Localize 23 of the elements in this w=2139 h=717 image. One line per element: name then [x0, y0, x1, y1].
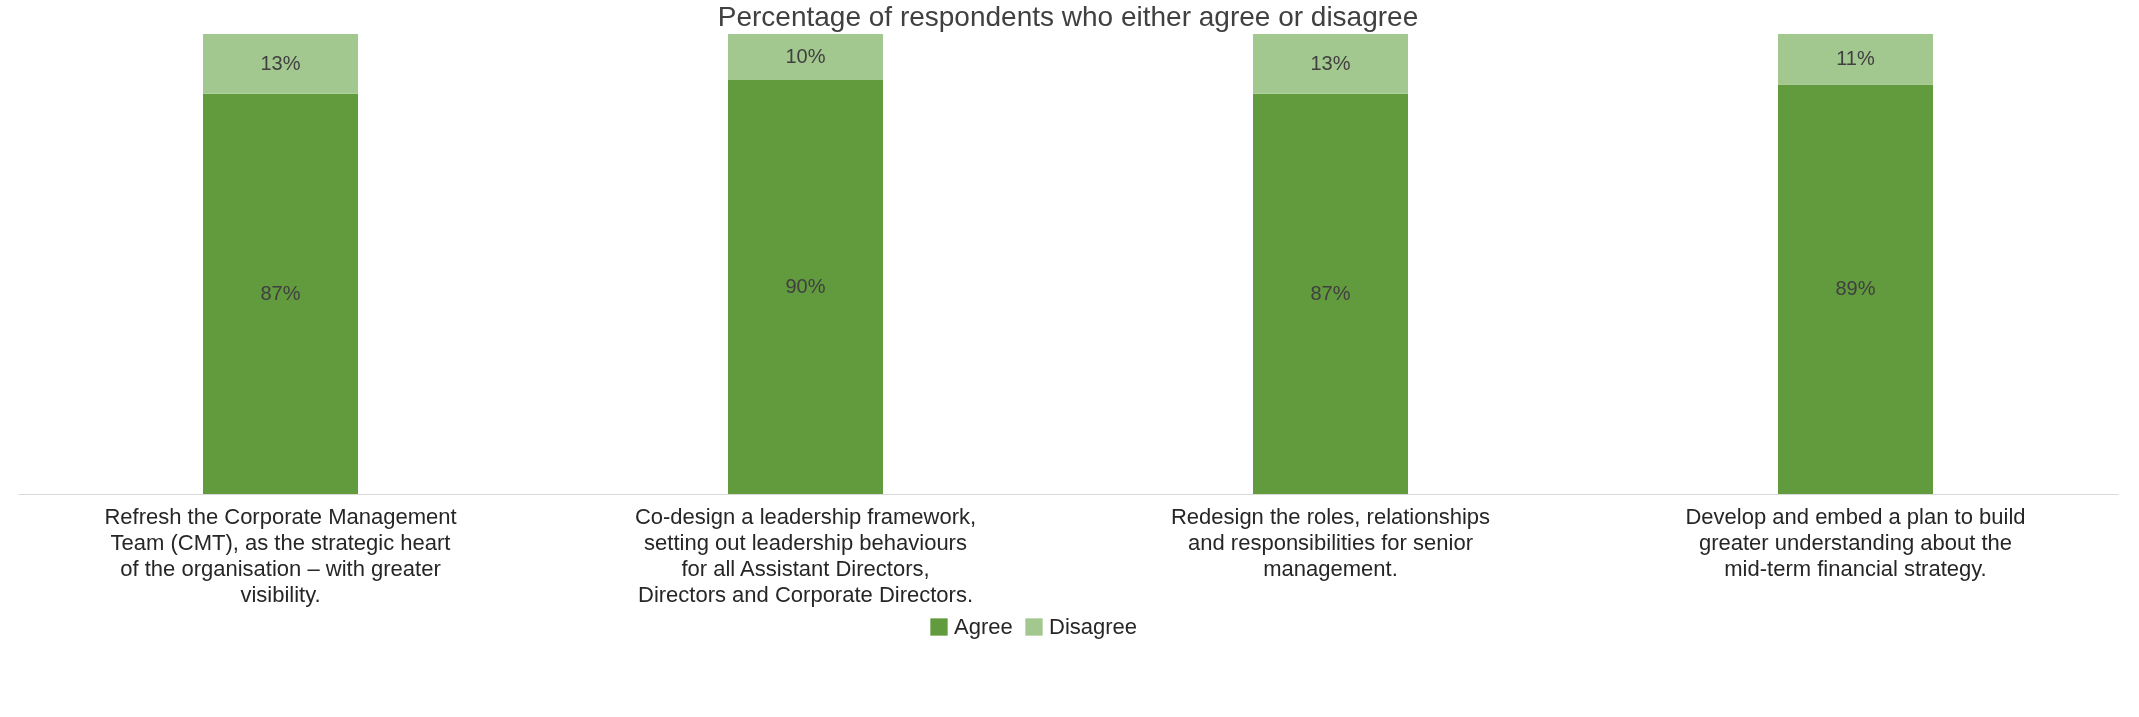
- legend-label: Agree: [954, 614, 1013, 639]
- bar: [203, 93, 358, 494]
- data-label: 87%: [1310, 281, 1351, 304]
- data-label: 10%: [785, 45, 826, 67]
- x-tick-label: Co-design a leadership framework, setting out leadership behaviours for all Assistant Directors, Directors and Corporate Directors.: [634, 503, 977, 607]
- x-tick-label: Develop and embed a plan to build greater understanding about the mid-term financial strategy.: [1685, 503, 2026, 581]
- bar: [1778, 34, 1933, 85]
- chart-title: Percentage of respondents who either agree or disagree: [717, 1, 1419, 32]
- data-label: 87%: [260, 281, 301, 304]
- data-label: 90%: [785, 275, 826, 297]
- data-label: 11%: [1836, 47, 1875, 70]
- x-tick-label: Redesign the roles, relationships and responsibilities for senior management.: [1170, 503, 1491, 581]
- bar: [728, 80, 883, 494]
- x-tick-label: Refresh the Corporate Management Team (CMT), as the strategic heart of the organisation – with greater visibility.: [104, 503, 457, 607]
- bar: [728, 34, 883, 80]
- data-label: 13%: [260, 51, 301, 74]
- bar: [1778, 84, 1933, 494]
- bar: [1253, 93, 1408, 494]
- bar: [203, 34, 358, 94]
- legend-label: Disagree: [1049, 614, 1138, 639]
- data-label: 89%: [1835, 277, 1876, 300]
- bar: [1253, 34, 1408, 94]
- data-label: 13%: [1310, 51, 1351, 74]
